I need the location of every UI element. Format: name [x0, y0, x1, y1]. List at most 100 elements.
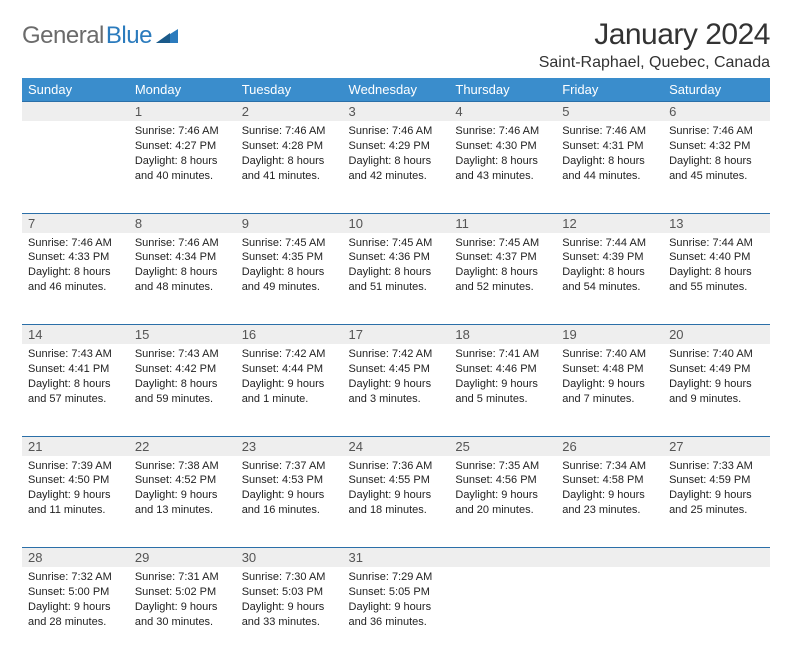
sunrise-text: Sunrise: 7:46 AM — [242, 124, 337, 139]
sunrise-text: Sunrise: 7:36 AM — [349, 459, 444, 474]
sunset-text: Sunset: 4:39 PM — [562, 250, 657, 265]
sunrise-text: Sunrise: 7:42 AM — [349, 347, 444, 362]
sunset-text: Sunset: 5:03 PM — [242, 585, 337, 600]
daylight-text-1: Daylight: 9 hours — [349, 488, 444, 503]
day-cell: Sunrise: 7:44 AMSunset: 4:39 PMDaylight:… — [556, 233, 663, 325]
sunrise-text: Sunrise: 7:34 AM — [562, 459, 657, 474]
daylight-text-1: Daylight: 9 hours — [349, 600, 444, 615]
sunset-text: Sunset: 4:45 PM — [349, 362, 444, 377]
day-content-row: Sunrise: 7:32 AMSunset: 5:00 PMDaylight:… — [22, 567, 770, 659]
sunset-text: Sunset: 4:53 PM — [242, 473, 337, 488]
day-cell: Sunrise: 7:46 AMSunset: 4:30 PMDaylight:… — [449, 121, 556, 213]
daylight-text-2: and 42 minutes. — [349, 169, 444, 184]
day-cell: Sunrise: 7:38 AMSunset: 4:52 PMDaylight:… — [129, 456, 236, 548]
day-cell: Sunrise: 7:37 AMSunset: 4:53 PMDaylight:… — [236, 456, 343, 548]
day-content-row: Sunrise: 7:46 AM Sunset: 4:27 PM Daylight:… — [22, 121, 770, 213]
sunset-text: Sunset: 4:48 PM — [562, 362, 657, 377]
header-saturday: Saturday — [663, 78, 770, 102]
day-cell: Sunrise: 7:42 AMSunset: 4:44 PMDaylight:… — [236, 344, 343, 436]
day-content: Sunrise: 7:46 AMSunset: 4:33 PMDaylight:… — [22, 233, 129, 301]
day-number: 16 — [236, 325, 343, 345]
daylight-text-2: and 28 minutes. — [28, 615, 123, 630]
sunrise-text: Sunrise: 7:39 AM — [28, 459, 123, 474]
daylight-text-1: Daylight: 8 hours — [669, 154, 764, 169]
day-cell: Sunrise: 7:36 AMSunset: 4:55 PMDaylight:… — [343, 456, 450, 548]
sunset-text: Sunset: 4:33 PM — [28, 250, 123, 265]
sunset-text: Sunset: 4:30 PM — [455, 139, 550, 154]
sunset-text: Sunset: 4:27 PM — [135, 139, 230, 154]
day-content: Sunrise: 7:35 AMSunset: 4:56 PMDaylight:… — [449, 456, 556, 524]
day-content: Sunrise: 7:43 AMSunset: 4:41 PMDaylight:… — [22, 344, 129, 412]
day-content: Sunrise: 7:38 AMSunset: 4:52 PMDaylight:… — [129, 456, 236, 524]
daylight-text-2: and 44 minutes. — [562, 169, 657, 184]
day-content: Sunrise: 7:34 AMSunset: 4:58 PMDaylight:… — [556, 456, 663, 524]
day-content: Sunrise: 7:44 AMSunset: 4:40 PMDaylight:… — [663, 233, 770, 301]
logo-text-general: General — [22, 22, 104, 50]
day-content: Sunrise: 7:33 AMSunset: 4:59 PMDaylight:… — [663, 456, 770, 524]
day-cell: Sunrise: 7:31 AMSunset: 5:02 PMDaylight:… — [129, 567, 236, 659]
sunset-text: Sunset: 4:36 PM — [349, 250, 444, 265]
daylight-text-2: and 51 minutes. — [349, 280, 444, 295]
daylight-text-1: Daylight: 9 hours — [135, 600, 230, 615]
day-number: 9 — [236, 213, 343, 233]
sunset-text: Sunset: 4:31 PM — [562, 139, 657, 154]
day-cell: Sunrise: 7:33 AMSunset: 4:59 PMDaylight:… — [663, 456, 770, 548]
daylight-text-1: Daylight: 8 hours — [455, 154, 550, 169]
daylight-text-2: and 25 minutes. — [669, 503, 764, 518]
title-block: January 2024 Saint-Raphael, Quebec, Cana… — [539, 18, 770, 72]
day-cell: Sunrise: 7:34 AMSunset: 4:58 PMDaylight:… — [556, 456, 663, 548]
day-content-row: Sunrise: 7:43 AMSunset: 4:41 PM Daylight:… — [22, 344, 770, 436]
day-number: 18 — [449, 325, 556, 345]
logo-triangle-icon — [156, 25, 178, 48]
day-content: Sunrise: 7:46 AMSunset: 4:30 PMDaylight:… — [449, 121, 556, 189]
daylight-text-1: Daylight: 9 hours — [455, 377, 550, 392]
sunrise-text: Sunrise: 7:37 AM — [242, 459, 337, 474]
header-sunday: Sunday — [22, 78, 129, 102]
day-number: 20 — [663, 325, 770, 345]
daylight-text-2: and 52 minutes. — [455, 280, 550, 295]
day-number: 3 — [343, 102, 450, 122]
sunset-text: Sunset: 4:35 PM — [242, 250, 337, 265]
day-content: Sunrise: 7:43 AMSunset: 4:42 PMDaylight:… — [129, 344, 236, 412]
day-content: Sunrise: 7:42 AMSunset: 4:44 PMDaylight:… — [236, 344, 343, 412]
sunset-text: Sunset: 4:59 PM — [669, 473, 764, 488]
day-cell: Sunrise: 7:43 AMSunset: 4:42 PMDaylight:… — [129, 344, 236, 436]
day-number: 12 — [556, 213, 663, 233]
day-number: 21 — [22, 436, 129, 456]
day-content: Sunrise: 7:45 AMSunset: 4:37 PMDaylight:… — [449, 233, 556, 301]
sunrise-text: Sunrise: 7:31 AM — [135, 570, 230, 585]
daylight-text-2: and 18 minutes. — [349, 503, 444, 518]
daylight-text-1: Daylight: 9 hours — [455, 488, 550, 503]
day-number: 15 — [129, 325, 236, 345]
day-number-row: 21222324252627 — [22, 436, 770, 456]
sunset-text: Sunset: 5:00 PM — [28, 585, 123, 600]
calendar-page: GeneralBlue January 2024 Saint-Raphael, … — [0, 0, 792, 612]
sunrise-text: Sunrise: 7:46 AM — [349, 124, 444, 139]
sunrise-text: Sunrise: 7:32 AM — [28, 570, 123, 585]
sunset-text: Sunset: 4:41 PM — [28, 362, 123, 377]
location: Saint-Raphael, Quebec, Canada — [539, 54, 770, 72]
daylight-text-2: and 59 minutes. — [135, 392, 230, 407]
day-number — [449, 548, 556, 568]
day-cell: Sunrise: 7:39 AMSunset: 4:50 PMDaylight:… — [22, 456, 129, 548]
day-cell: Sunrise: 7:29 AMSunset: 5:05 PMDaylight:… — [343, 567, 450, 659]
day-content: Sunrise: 7:37 AMSunset: 4:53 PMDaylight:… — [236, 456, 343, 524]
daylight-text-1: Daylight: 9 hours — [28, 600, 123, 615]
sunrise-text: Sunrise: 7:38 AM — [135, 459, 230, 474]
day-content-row: Sunrise: 7:39 AMSunset: 4:50 PMDaylight:… — [22, 456, 770, 548]
sunrise-text: Sunrise: 7:44 AM — [562, 236, 657, 251]
day-number: 13 — [663, 213, 770, 233]
sunset-text: Sunset: 4:40 PM — [669, 250, 764, 265]
day-content: Sunrise: 7:40 AMSunset: 4:48 PMDaylight:… — [556, 344, 663, 412]
day-cell: Sunrise: 7:41 AMSunset: 4:46 PMDaylight:… — [449, 344, 556, 436]
sunrise-text: Sunrise: 7:43 AM — [28, 347, 123, 362]
sunrise-text: Sunrise: 7:35 AM — [455, 459, 550, 474]
daylight-text-2: and 49 minutes. — [242, 280, 337, 295]
daylight-text-2: and 45 minutes. — [669, 169, 764, 184]
daylight-text-1: Daylight: 9 hours — [242, 377, 337, 392]
sunset-text: Sunset: 4:42 PM — [135, 362, 230, 377]
day-cell: Sunrise: 7:46 AMSunset: 4:29 PMDaylight:… — [343, 121, 450, 213]
day-content: Sunrise: 7:46 AMSunset: 4:29 PMDaylight:… — [343, 121, 450, 189]
day-number-row: 78910111213 — [22, 213, 770, 233]
day-cell: Sunrise: 7:35 AMSunset: 4:56 PMDaylight:… — [449, 456, 556, 548]
